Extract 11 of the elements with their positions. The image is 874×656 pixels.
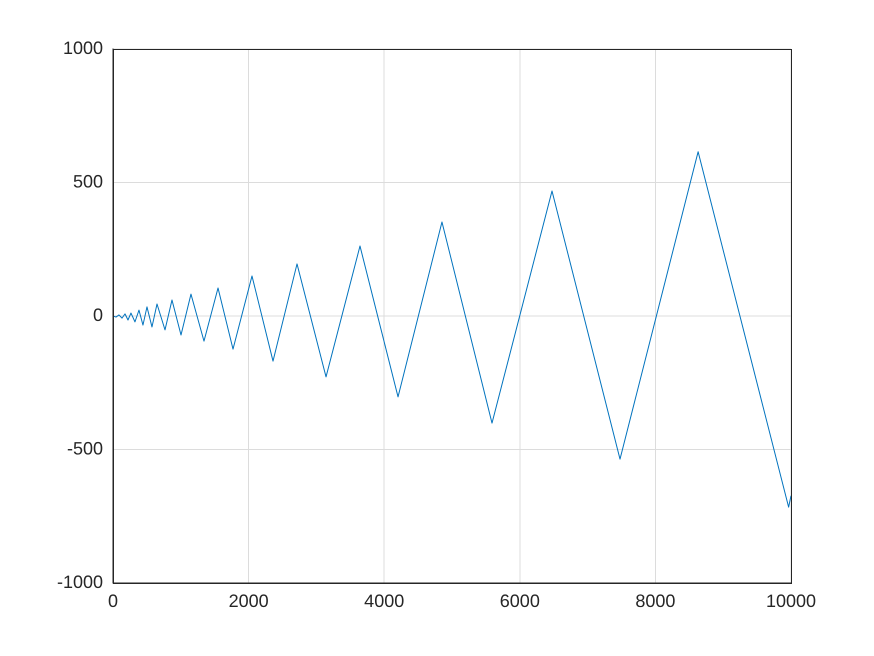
y-tick-label: -500 [66,438,103,458]
y-tick-label: 500 [72,171,103,192]
x-tick-label: 6000 [500,590,540,611]
x-tick-label: 8000 [635,590,676,611]
x-tick-label: 4000 [364,590,404,611]
y-tick-label: 0 [92,304,103,325]
y-tick-label: 1000 [62,38,103,58]
x-tick-label: 2000 [228,590,269,611]
x-tick-label: 0 [108,590,118,611]
y-tick-label: -1000 [56,572,103,592]
x-tick-label: 10000 [766,590,816,611]
